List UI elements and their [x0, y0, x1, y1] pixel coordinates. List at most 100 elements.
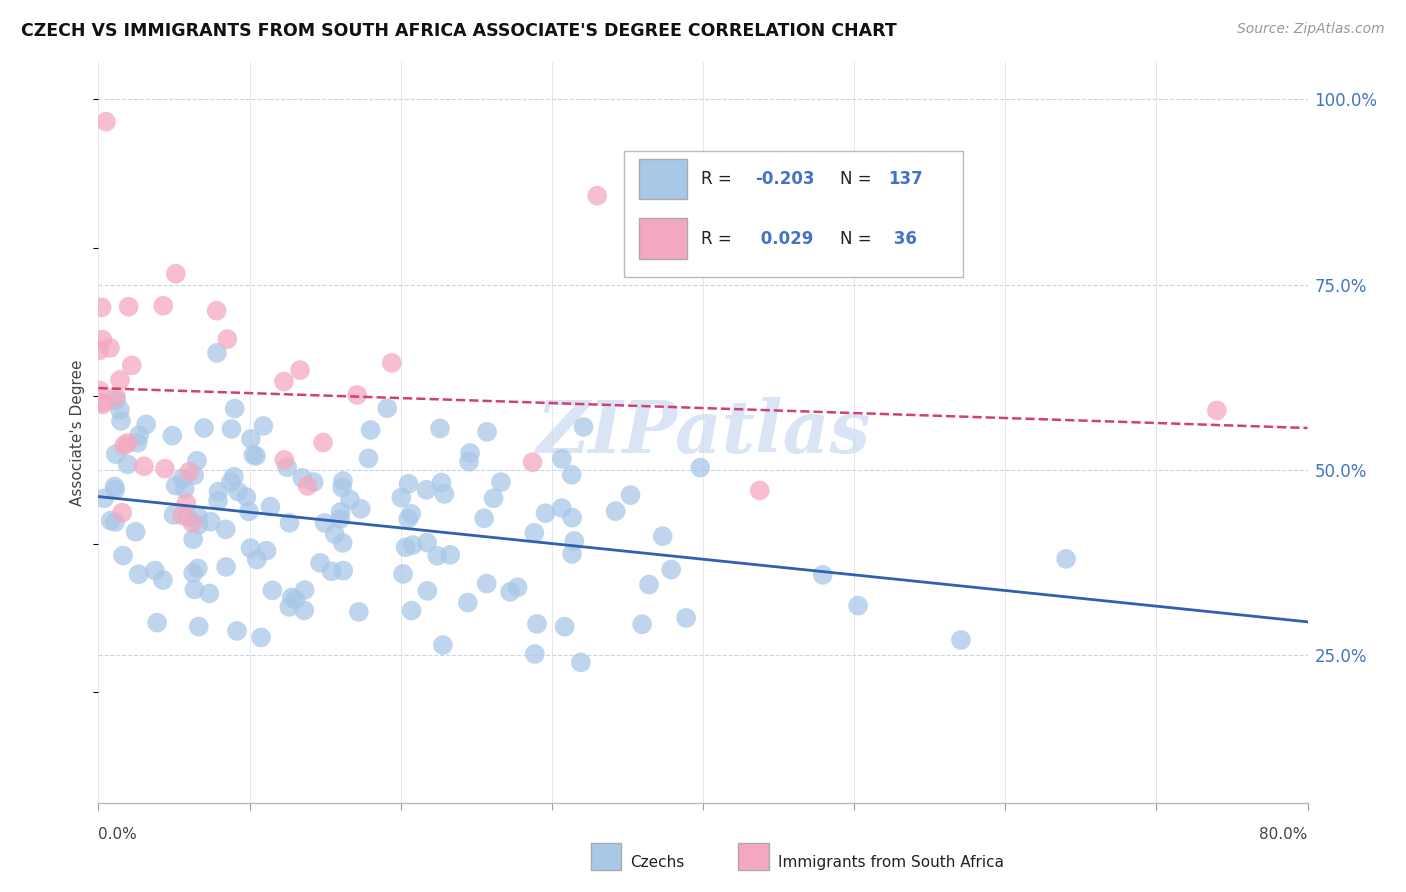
Point — [187, 561, 209, 575]
Point — [329, 512, 352, 526]
Point — [846, 599, 869, 613]
Point — [619, 488, 641, 502]
Point — [523, 647, 546, 661]
Text: Source: ZipAtlas.com: Source: ZipAtlas.com — [1237, 22, 1385, 37]
Point — [330, 480, 353, 494]
Point — [186, 454, 208, 468]
Point — [245, 449, 267, 463]
Point — [170, 508, 193, 523]
Point — [561, 547, 583, 561]
Point — [183, 468, 205, 483]
Point — [215, 522, 238, 536]
Point — [91, 395, 114, 409]
Point — [399, 507, 422, 521]
Point — [256, 543, 278, 558]
Point — [297, 479, 319, 493]
FancyBboxPatch shape — [638, 218, 688, 259]
FancyBboxPatch shape — [638, 159, 688, 200]
Point — [329, 505, 352, 519]
Text: 80.0%: 80.0% — [1260, 827, 1308, 841]
Point — [482, 491, 505, 506]
Point — [278, 516, 301, 530]
Point — [183, 582, 205, 597]
Text: ZIPatlas: ZIPatlas — [536, 397, 870, 468]
Point — [398, 476, 420, 491]
Point — [179, 465, 201, 479]
Point — [89, 343, 111, 358]
Point — [98, 341, 121, 355]
Point — [198, 586, 221, 600]
Point — [112, 438, 135, 452]
Point — [489, 475, 512, 490]
Point — [162, 428, 184, 442]
Point — [288, 363, 311, 377]
Point — [217, 332, 239, 346]
Point — [124, 524, 146, 539]
Point — [651, 529, 673, 543]
Point — [332, 564, 354, 578]
Point — [294, 583, 316, 598]
Point — [181, 566, 204, 580]
Point — [262, 583, 284, 598]
Point — [224, 401, 246, 416]
Text: 137: 137 — [889, 170, 922, 188]
Point — [401, 604, 423, 618]
Point — [187, 509, 209, 524]
Point — [534, 506, 557, 520]
Point — [193, 421, 215, 435]
Point — [631, 617, 654, 632]
Point — [562, 533, 585, 548]
Point — [173, 482, 195, 496]
Point — [104, 447, 127, 461]
Point — [458, 455, 481, 469]
Point — [94, 114, 117, 128]
Point — [273, 375, 295, 389]
Point — [375, 401, 398, 416]
Point — [105, 393, 128, 408]
Point — [215, 560, 238, 574]
Point — [381, 356, 404, 370]
Point — [675, 611, 697, 625]
Text: R =: R = — [700, 170, 737, 188]
Point — [143, 564, 166, 578]
Point — [276, 460, 298, 475]
Point — [572, 420, 595, 434]
Point — [551, 501, 574, 516]
Point — [586, 188, 609, 202]
Point — [104, 515, 127, 529]
Y-axis label: Associate's Degree: Associate's Degree — [70, 359, 86, 506]
Point — [246, 552, 269, 566]
Point — [309, 556, 332, 570]
Text: 0.029: 0.029 — [755, 229, 813, 248]
Point — [117, 458, 139, 472]
Point — [439, 548, 461, 562]
Point — [135, 417, 157, 432]
Point — [332, 536, 354, 550]
Point — [323, 527, 346, 541]
Point — [321, 565, 343, 579]
Point — [292, 603, 315, 617]
Point — [207, 484, 229, 499]
Point — [389, 491, 412, 505]
Point — [433, 487, 456, 501]
Point — [339, 492, 361, 507]
Point — [522, 455, 544, 469]
Point — [205, 346, 228, 360]
Point — [748, 483, 770, 498]
Point — [638, 577, 661, 591]
Point — [429, 421, 451, 435]
Point — [605, 504, 627, 518]
Point — [121, 359, 143, 373]
Point — [312, 435, 335, 450]
Point — [146, 615, 169, 630]
Point — [165, 478, 187, 492]
Point — [128, 428, 150, 442]
Point — [314, 516, 336, 530]
Point — [187, 517, 209, 532]
Point — [291, 471, 314, 485]
Point — [132, 459, 155, 474]
Text: N =: N = — [839, 229, 876, 248]
Text: Immigrants from South Africa: Immigrants from South Africa — [778, 855, 1004, 870]
Point — [499, 585, 522, 599]
Point — [554, 620, 576, 634]
